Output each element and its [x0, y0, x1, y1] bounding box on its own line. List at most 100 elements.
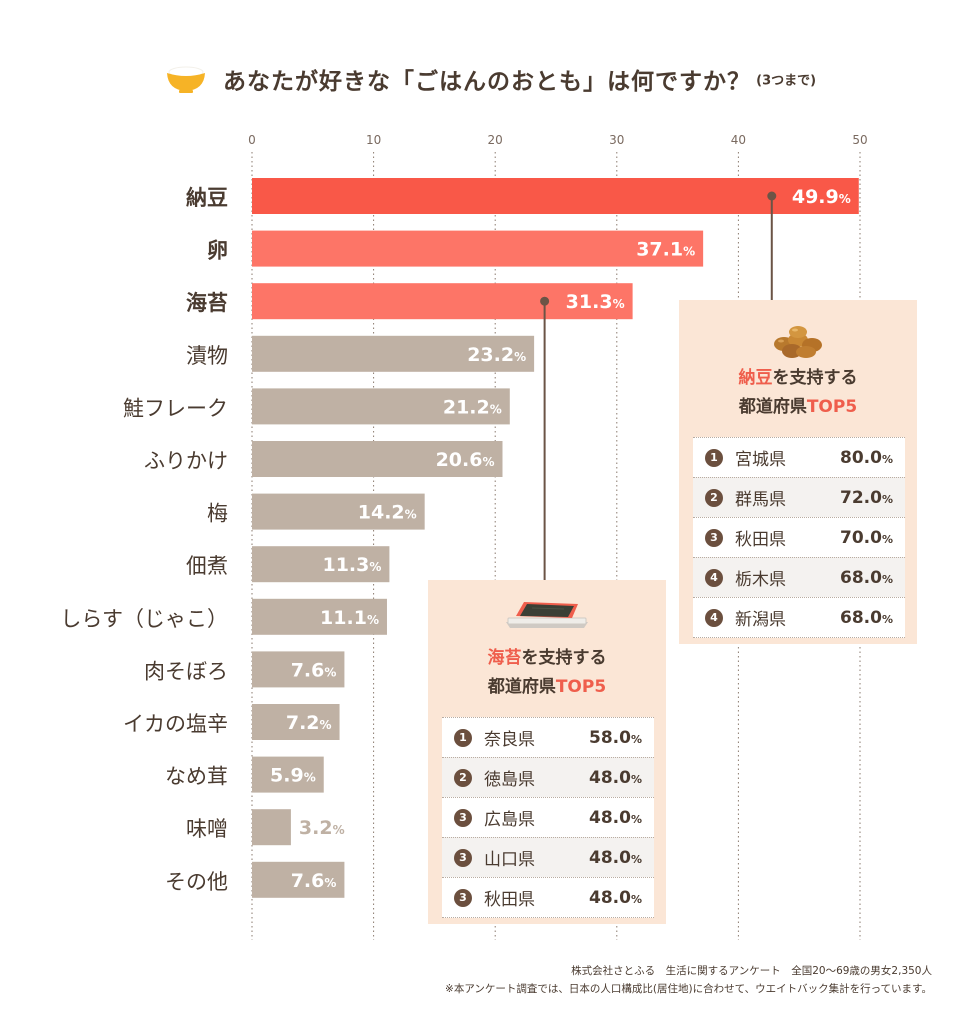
value-label: 7.2% [286, 712, 332, 734]
natto-top5-panel: 納豆を支持する 都道府県TOP5 1 宮城県 80.0% 2 群馬県 72.0% 3 秋田… [679, 300, 917, 644]
ranking-row: 4 新潟県 68.0% [693, 597, 905, 638]
natto-title-rest: を支持する [772, 368, 858, 388]
ranking-row: 1 奈良県 58.0% [442, 717, 654, 757]
ranking-row: 4 栃木県 68.0% [693, 557, 905, 597]
nori-icon [428, 596, 666, 632]
rank-badge: 1 [705, 448, 723, 467]
prefecture-percent: 48.0% [589, 847, 642, 868]
x-tick-label: 50 [852, 133, 867, 147]
footer-notes: 株式会社さとふる 生活に関するアンケート 全国20〜69歳の男女2,350人 ※… [445, 962, 932, 998]
prefecture-percent: 68.0% [840, 567, 893, 588]
prefecture-percent: 80.0% [840, 447, 893, 468]
natto-title-highlight: 納豆 [738, 368, 773, 388]
prefecture-percent: 48.0% [589, 807, 642, 828]
prefecture-percent: 48.0% [589, 767, 642, 788]
bar [252, 441, 503, 477]
bar [252, 283, 633, 320]
nori-title-rest: を支持する [521, 648, 607, 668]
category-label: 卵 [207, 239, 228, 263]
nori-title2-highlight: TOP5 [555, 677, 607, 697]
bar [252, 809, 291, 846]
prefecture-name: 栃木県 [735, 570, 786, 590]
x-tick-label: 20 [488, 133, 503, 147]
ranking-row: 3 広島県 48.0% [442, 797, 654, 837]
bar [252, 861, 345, 898]
ranking-row: 2 群馬県 72.0% [693, 477, 905, 517]
value-label: 49.9% [792, 186, 851, 208]
value-label: 23.2% [467, 344, 526, 366]
bar [252, 178, 859, 214]
value-label: 31.3% [566, 291, 625, 313]
category-label: その他 [165, 870, 228, 894]
prefecture-name: 徳島県 [484, 770, 535, 790]
category-label: 納豆 [186, 186, 228, 210]
bar [252, 651, 345, 688]
value-label: 21.2% [443, 396, 502, 418]
value-label: 14.2% [358, 502, 417, 524]
natto-panel-title: 納豆を支持する 都道府県TOP5 [679, 364, 917, 422]
footer-source: 株式会社さとふる 生活に関するアンケート 全国20〜69歳の男女2,350人 [571, 965, 932, 977]
x-tick-label: 40 [731, 133, 746, 147]
value-label: 7.6% [291, 659, 337, 681]
nori-title-highlight: 海苔 [487, 648, 522, 668]
nori-panel-title: 海苔を支持する 都道府県TOP5 [428, 644, 666, 702]
prefecture-percent: 58.0% [589, 727, 642, 748]
prefecture-name: 秋田県 [484, 890, 535, 910]
prefecture-percent: 72.0% [840, 487, 893, 508]
rank-badge: 3 [454, 808, 472, 827]
rank-badge: 3 [705, 528, 723, 547]
value-label: 5.9% [270, 765, 316, 787]
title-sub: (3つまで) [756, 73, 817, 89]
chart-title: あなたが好きな「ごはんのおとも」は何ですか？ (3つまで) [0, 60, 980, 98]
category-label: 漬物 [186, 344, 228, 368]
x-tick-label: 10 [366, 133, 381, 147]
nori-title2-rest: 都道府県 [487, 677, 556, 697]
prefecture-name: 山口県 [484, 850, 535, 870]
prefecture-name: 宮城県 [735, 450, 786, 470]
prefecture-name: 新潟県 [735, 610, 786, 630]
category-label: なめ茸 [165, 765, 228, 789]
ranking-row: 3 秋田県 70.0% [693, 517, 905, 557]
ranking-row: 2 徳島県 48.0% [442, 757, 654, 797]
value-label: 20.6% [436, 449, 495, 471]
title-main: あなたが好きな「ごはんのおとも」は何ですか？ [223, 69, 752, 95]
category-label: しらす（じゃこ） [60, 607, 228, 631]
prefecture-name: 広島県 [484, 810, 535, 830]
ranking-row: 1 宮城県 80.0% [693, 437, 905, 477]
value-label: 37.1% [636, 239, 695, 261]
bar [252, 388, 510, 425]
category-label: イカの塩辛 [123, 712, 228, 736]
footer-note: ※本アンケート調査では、日本の人口構成比(居住地)に合わせて、ウエイトバック集計… [445, 983, 932, 995]
nori-top5-panel: 海苔を支持する 都道府県TOP5 1 奈良県 58.0% 2 徳島県 48.0% 3 広島… [428, 580, 666, 924]
rank-badge: 4 [705, 568, 723, 587]
bar [252, 335, 535, 372]
rank-badge: 1 [454, 728, 472, 747]
bar-layer: 納豆 49.9% 卵 37.1% 海苔 31.3% 漬物 23.2% 鮭フレーク 21.2% ふりか… [60, 178, 859, 898]
nori-ranking-list: 1 奈良県 58.0% 2 徳島県 48.0% 3 広島県 48.0% 3 山口県 48.0% … [442, 717, 654, 918]
ranking-row: 3 山口県 48.0% [442, 837, 654, 877]
value-label: 11.1% [320, 607, 379, 629]
bar [252, 230, 704, 267]
category-label: 肉そぼろ [144, 659, 228, 683]
natto-title2-rest: 都道府県 [738, 397, 807, 417]
category-label: 鮭フレーク [123, 396, 228, 420]
bar [252, 704, 340, 740]
rank-badge: 3 [454, 848, 472, 867]
x-tick-label: 30 [609, 133, 624, 147]
rank-badge: 3 [454, 888, 472, 907]
value-label: 7.6% [291, 870, 337, 892]
category-label: 海苔 [186, 291, 228, 315]
prefecture-name: 秋田県 [735, 530, 786, 550]
category-label: 佃煮 [186, 554, 228, 578]
category-label: 梅 [207, 502, 228, 526]
prefecture-percent: 70.0% [840, 527, 893, 548]
natto-ranking-list: 1 宮城県 80.0% 2 群馬県 72.0% 3 秋田県 70.0% 4 栃木県 68.0% … [693, 437, 905, 638]
bar [252, 493, 425, 530]
rice-bowl-icon [164, 60, 208, 98]
category-label: ふりかけ [144, 449, 228, 473]
prefecture-name: 群馬県 [735, 490, 786, 510]
natto-title2-highlight: TOP5 [806, 397, 858, 417]
rank-badge: 2 [454, 768, 472, 787]
natto-icon [679, 320, 917, 360]
